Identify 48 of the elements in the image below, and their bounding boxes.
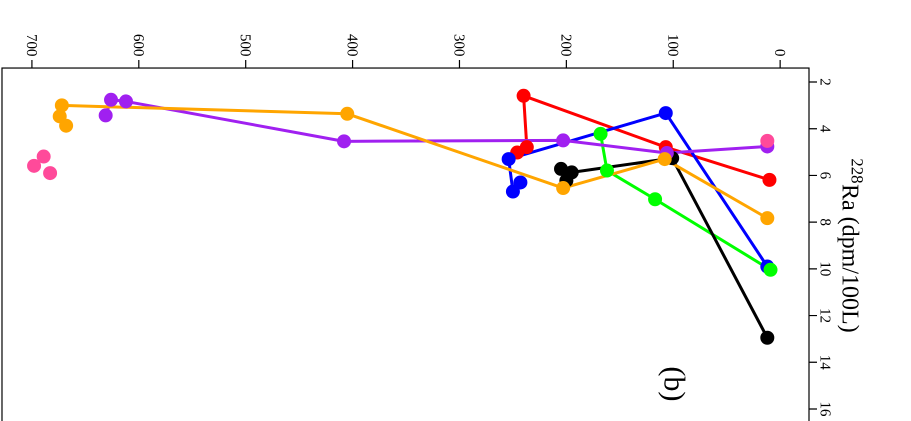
point [118, 94, 133, 108]
point [98, 108, 113, 122]
y-tick-label: 10 [820, 262, 831, 276]
point [506, 184, 520, 199]
x-tick-label: 600 [134, 34, 144, 56]
point [764, 262, 778, 277]
y-tick-label: 12 [820, 309, 830, 322]
point [52, 109, 67, 124]
point [554, 162, 568, 176]
point [502, 152, 516, 166]
point [556, 133, 570, 148]
point [54, 98, 69, 112]
point [513, 175, 528, 190]
y-tick-label: 16 [820, 402, 831, 416]
point [36, 150, 51, 164]
point [27, 158, 42, 173]
point [520, 140, 534, 154]
point [104, 92, 118, 107]
point [594, 126, 608, 141]
point [510, 146, 524, 160]
point [43, 166, 58, 180]
point [760, 330, 774, 345]
y-tick-label: 4 [820, 125, 830, 132]
y-tick-label: 2 [820, 78, 830, 85]
x-tick-label: 700 [26, 34, 37, 56]
y-tick-label: 8 [820, 218, 831, 226]
point [337, 134, 352, 148]
point [760, 211, 774, 226]
point [658, 106, 673, 120]
point [762, 172, 776, 187]
y-tick-label: 6 [820, 172, 831, 179]
point [516, 88, 531, 103]
point [600, 164, 614, 178]
x-tick-label: 300 [454, 34, 465, 56]
point [340, 106, 354, 121]
point [59, 118, 74, 133]
annotation: (b) [658, 368, 686, 400]
point [658, 152, 672, 166]
y-tick-label: 14 [820, 356, 830, 370]
point [648, 192, 662, 206]
y-axis-title: $^{228}$Ra (dpm/100L) [838, 159, 863, 332]
point [760, 134, 774, 148]
x-tick-label: 100 [668, 35, 678, 56]
x-tick-label: 200 [561, 34, 572, 56]
x-tick-label: 400 [348, 34, 358, 56]
point [556, 181, 570, 196]
x-tick-label: 500 [240, 34, 251, 56]
x-tick-label: 0 [775, 50, 786, 56]
